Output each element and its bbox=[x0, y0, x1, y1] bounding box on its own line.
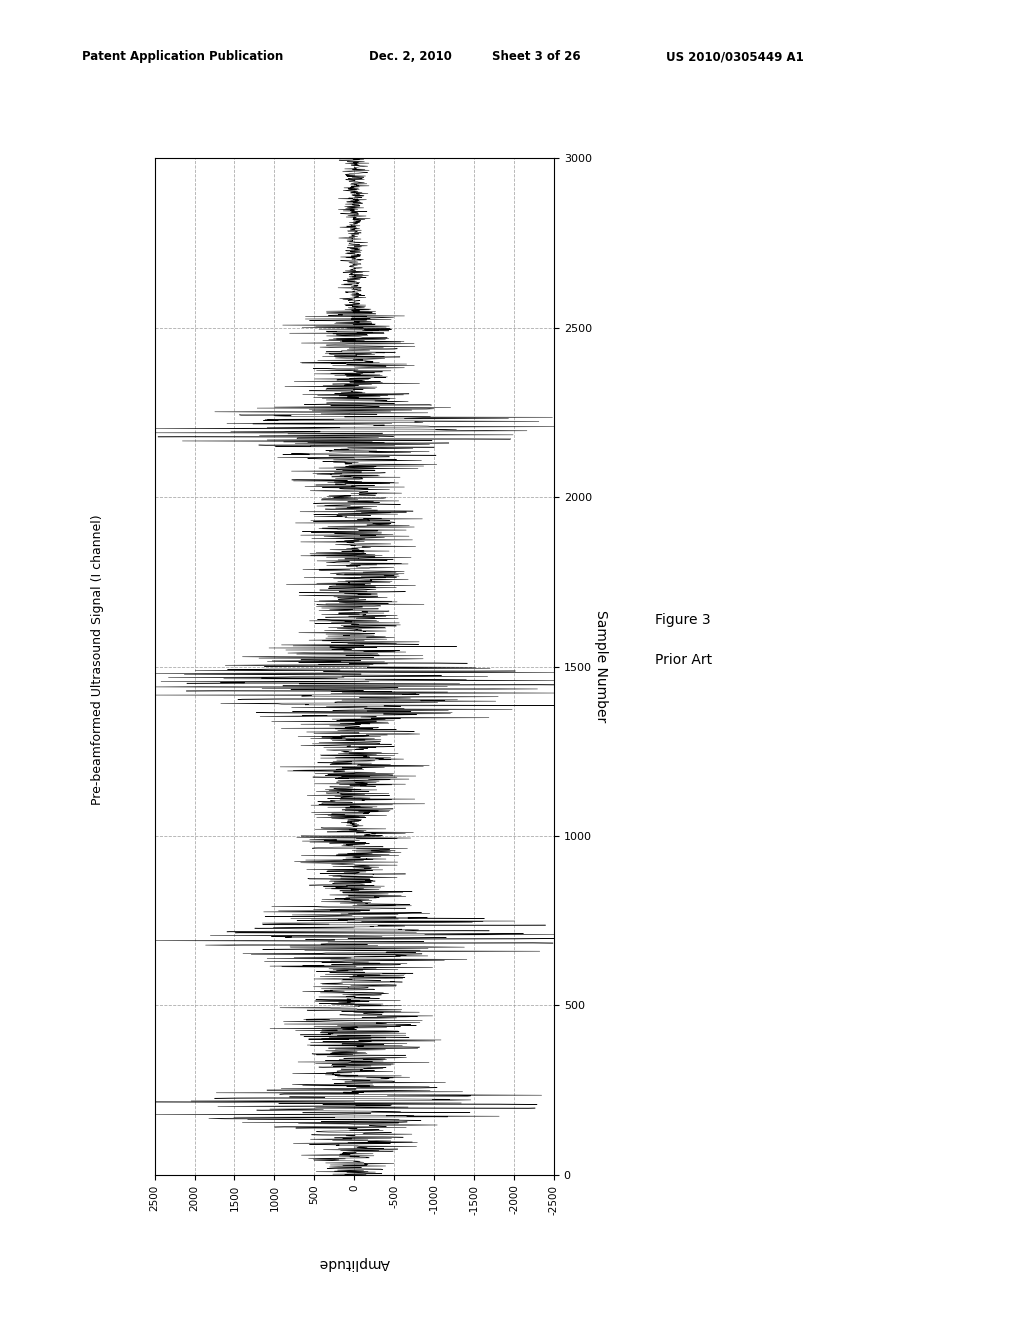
Text: Dec. 2, 2010: Dec. 2, 2010 bbox=[369, 50, 452, 63]
X-axis label: Amplitude: Amplitude bbox=[318, 1257, 390, 1270]
Text: Patent Application Publication: Patent Application Publication bbox=[82, 50, 284, 63]
Text: Prior Art: Prior Art bbox=[655, 653, 713, 667]
Y-axis label: Sample Number: Sample Number bbox=[595, 610, 608, 723]
Text: Figure 3: Figure 3 bbox=[655, 614, 711, 627]
Text: Sheet 3 of 26: Sheet 3 of 26 bbox=[492, 50, 581, 63]
Text: US 2010/0305449 A1: US 2010/0305449 A1 bbox=[666, 50, 804, 63]
Text: Pre-beamformed Ultrasound Signal (I channel): Pre-beamformed Ultrasound Signal (I chan… bbox=[91, 515, 103, 805]
